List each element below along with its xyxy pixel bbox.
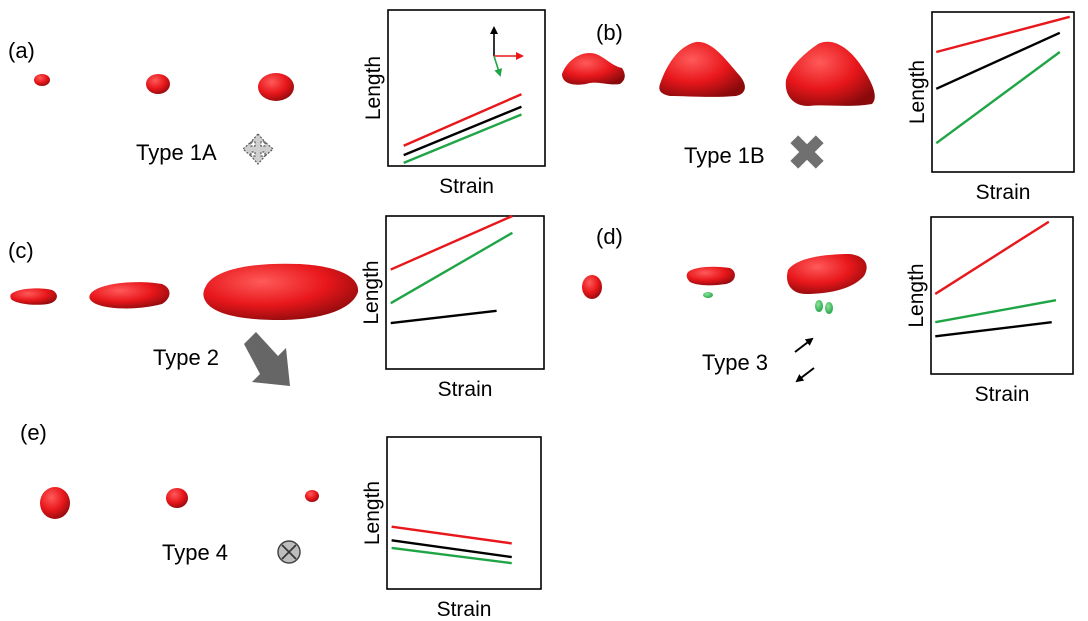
particle-c-1 — [10, 288, 57, 305]
series-line-3 — [403, 113, 522, 164]
chart-frame — [386, 436, 542, 590]
particle-a-3 — [258, 73, 294, 101]
green-particle-d-2 — [815, 300, 823, 312]
y-axis-label: Length — [361, 481, 384, 545]
chart-b: Strain Length — [906, 11, 1075, 204]
series-line-1 — [391, 525, 512, 545]
series-line-3 — [391, 546, 512, 565]
panel-c: (c) Type 2 — [8, 238, 359, 386]
y-axis-label: Length — [905, 263, 928, 327]
series-line-1 — [390, 214, 513, 271]
panel-a-label: (a) — [8, 38, 35, 63]
particle-c-3 — [203, 263, 359, 320]
circled-x-icon — [277, 540, 301, 564]
series-line-2 — [390, 231, 514, 305]
type-1a-label: Type 1A — [136, 140, 217, 165]
series-line-1 — [403, 93, 522, 147]
chart-d: Strain Length — [905, 216, 1074, 406]
series-line-3 — [935, 320, 1052, 338]
type-3-label: Type 3 — [702, 350, 768, 375]
chart-frame — [930, 216, 1074, 375]
series-line-1 — [934, 220, 1050, 295]
type-4-label: Type 4 — [162, 540, 228, 565]
x-axis-label: Strain — [439, 175, 494, 198]
panel-b: (b) Type 1B — [562, 20, 875, 169]
series-line-2 — [935, 31, 1061, 90]
particle-b-1 — [562, 52, 625, 85]
particle-d-2 — [686, 266, 735, 286]
chart-e: Strain Length — [361, 436, 542, 621]
panel-e-label: (e) — [20, 420, 47, 445]
opposing-arrows-icon — [794, 337, 815, 383]
chart-frame — [931, 11, 1075, 173]
particle-b-3 — [785, 41, 875, 106]
particle-b-2 — [659, 41, 745, 97]
x-axis-label: Strain — [438, 378, 493, 401]
green-particle-d-3 — [825, 302, 833, 314]
x-axis-label: Strain — [437, 598, 492, 621]
x-axis-label: Strain — [975, 383, 1030, 406]
series-line-3 — [390, 309, 497, 325]
y-axis-label: Length — [360, 260, 383, 324]
series-line-1 — [935, 15, 1071, 54]
chart-a: Strain Length — [362, 9, 546, 198]
particle-e-2 — [166, 488, 188, 508]
particle-c-2 — [89, 282, 170, 309]
chart-c: Strain Length — [360, 214, 545, 401]
particle-e-1 — [40, 487, 70, 519]
panel-a: (a) Type 1A — [8, 38, 294, 165]
dashed-four-way-arrows-icon — [242, 133, 274, 165]
type-1b-label: Type 1B — [684, 143, 765, 168]
gray-cross-icon — [790, 135, 824, 169]
panel-c-label: (c) — [8, 238, 34, 263]
series-line-2 — [391, 539, 512, 559]
particle-d-1 — [582, 275, 602, 299]
particle-a-2 — [146, 74, 170, 94]
chart-frame — [387, 9, 546, 167]
panel-e: (e) Type 4 — [20, 420, 319, 565]
particle-d-3 — [786, 254, 867, 294]
panel-b-label: (b) — [596, 20, 623, 45]
gray-diagonal-arrow-icon — [244, 332, 290, 386]
particle-e-3 — [305, 490, 319, 502]
green-particle-d-1 — [703, 292, 713, 298]
x-axis-label: Strain — [976, 181, 1031, 204]
series-line-2 — [403, 105, 522, 157]
axis-triad-icon — [490, 26, 524, 77]
panel-d: (d) Type 3 — [582, 224, 867, 383]
type-2-label: Type 2 — [153, 345, 219, 370]
y-axis-label: Length — [906, 60, 929, 124]
series-line-3 — [935, 51, 1061, 145]
chart-frame — [385, 215, 545, 370]
y-axis-label: Length — [362, 56, 385, 120]
series-line-2 — [935, 299, 1057, 324]
particle-a-1 — [34, 74, 50, 86]
panel-d-label: (d) — [596, 224, 623, 249]
